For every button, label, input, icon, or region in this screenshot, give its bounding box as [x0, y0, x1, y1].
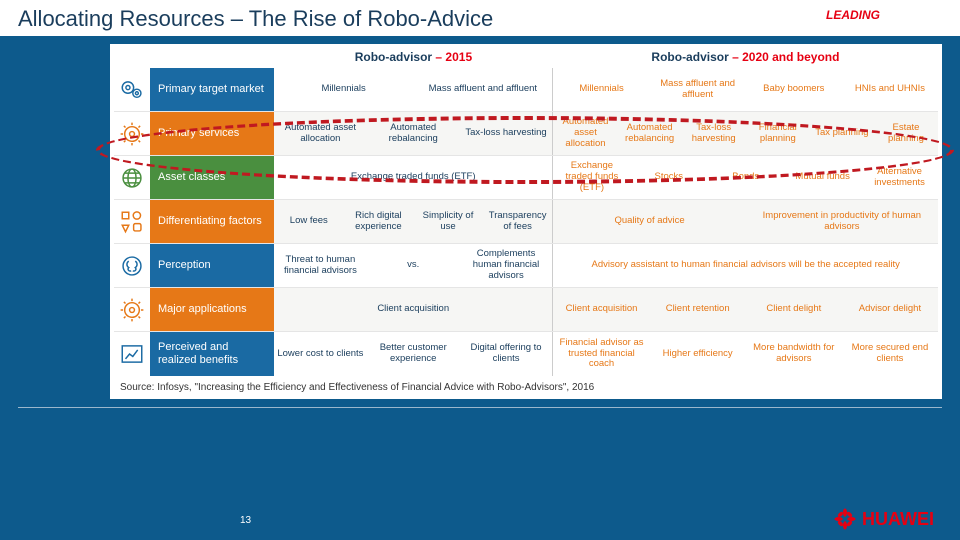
cell-2020: Automated rebalancing	[618, 112, 682, 155]
column-headers: Robo-advisor – 2015 Robo-advisor – 2020 …	[114, 50, 938, 64]
table-row: PerceptionThreat to human financial advi…	[114, 244, 938, 288]
cell-2020: Quality of advice	[553, 200, 745, 243]
brand-leading: LEADING	[826, 8, 880, 22]
cell-2015: Digital offering to clients	[460, 332, 553, 376]
cell-2020: Advisory assistant to human financial ad…	[553, 244, 938, 287]
cell-2015: Low fees	[274, 200, 344, 243]
gear-icon	[114, 112, 150, 155]
table-row: Primary target marketMillennialsMass aff…	[114, 68, 938, 112]
comparison-grid: Primary target marketMillennialsMass aff…	[114, 68, 938, 376]
cell-2015: Millennials	[274, 68, 413, 111]
table-row: Differentiating factorsLow feesRich digi…	[114, 200, 938, 244]
cell-2015: Rich digital experience	[344, 200, 414, 243]
table-row: Primary servicesAutomated asset allocati…	[114, 112, 938, 156]
cell-2020: Financial advisor as trusted financial c…	[553, 332, 649, 376]
cell-2020: Improvement in productivity of human adv…	[746, 200, 938, 243]
cell-2015: Mass affluent and affluent	[413, 68, 552, 111]
cell-2015: Client acquisition	[274, 288, 552, 331]
cell-2020: Millennials	[553, 68, 649, 111]
cell-2015: Transparency of fees	[483, 200, 553, 243]
cell-2020: Client acquisition	[553, 288, 649, 331]
comparison-panel: Robo-advisor – 2015 Robo-advisor – 2020 …	[110, 44, 942, 399]
cell-2015: Threat to human financial advisors	[274, 244, 367, 287]
gear-group-icon	[114, 68, 150, 111]
cell-2020: Tax-loss harvesting	[682, 112, 746, 155]
globe-icon	[114, 156, 150, 199]
cell-2020: More bandwidth for advisors	[746, 332, 842, 376]
cell-2020: Exchange traded funds (ETF)	[553, 156, 630, 199]
cell-2020: Client retention	[650, 288, 746, 331]
cell-2020: Baby boomers	[746, 68, 842, 111]
source-citation: Source: Infosys, "Increasing the Efficie…	[120, 382, 938, 393]
brand-newict: NEW ICT	[883, 8, 934, 22]
row-label: Differentiating factors	[150, 200, 274, 243]
cell-2020: HNIs and UHNIs	[842, 68, 938, 111]
cell-2020: Mutual funds	[784, 156, 861, 199]
cell-2020: Mass affluent and affluent	[650, 68, 746, 111]
cell-2015: Simplicity of use	[413, 200, 483, 243]
chart-icon	[114, 332, 150, 376]
page-number: 13	[240, 515, 251, 526]
table-row: Major applicationsClient acquisitionClie…	[114, 288, 938, 332]
cell-2020: Estate planning	[874, 112, 938, 155]
cell-2015: Automated rebalancing	[367, 112, 460, 155]
cell-2015: Exchange traded funds (ETF)	[274, 156, 552, 199]
table-row: Asset classesExchange traded funds (ETF)…	[114, 156, 938, 200]
cell-2020: Stocks	[630, 156, 707, 199]
huawei-icon	[834, 508, 856, 530]
brain-icon	[114, 244, 150, 287]
row-label: Major applications	[150, 288, 274, 331]
cell-2015: Automated asset allocation	[274, 112, 367, 155]
cell-2020: Advisor delight	[842, 288, 938, 331]
brand-bottom: HUAWEI	[834, 508, 934, 530]
row-label: Asset classes	[150, 156, 274, 199]
cell-2015: Lower cost to clients	[274, 332, 367, 376]
cell-2020: Higher efficiency	[650, 332, 746, 376]
cell-2015: vs.	[367, 244, 460, 287]
page-title: Allocating Resources – The Rise of Robo-…	[0, 0, 960, 38]
footer-divider	[18, 407, 942, 408]
cell-2015: Complements human financial advisors	[460, 244, 553, 287]
cell-2020: Tax planning	[810, 112, 874, 155]
row-label: Perceived and realized benefits	[150, 332, 274, 376]
brand-top: LEADING NEW ICT	[826, 8, 934, 22]
shapes-icon	[114, 200, 150, 243]
cell-2020: Automated asset allocation	[553, 112, 617, 155]
cell-2020: Client delight	[746, 288, 842, 331]
header-2015: Robo-advisor – 2015	[274, 50, 553, 64]
row-label: Perception	[150, 244, 274, 287]
table-row: Perceived and realized benefitsLower cos…	[114, 332, 938, 376]
cell-2020: Financial planning	[746, 112, 810, 155]
gear-icon	[114, 288, 150, 331]
brand-bottom-text: HUAWEI	[862, 509, 934, 530]
row-label: Primary target market	[150, 68, 274, 111]
cell-2020: Alternative investments	[861, 156, 938, 199]
cell-2020: Bonds	[707, 156, 784, 199]
cell-2015: Tax-loss harvesting	[460, 112, 553, 155]
cell-2015: Better customer experience	[367, 332, 460, 376]
cell-2020: More secured end clients	[842, 332, 938, 376]
header-2020: Robo-advisor – 2020 and beyond	[553, 50, 938, 64]
row-label: Primary services	[150, 112, 274, 155]
